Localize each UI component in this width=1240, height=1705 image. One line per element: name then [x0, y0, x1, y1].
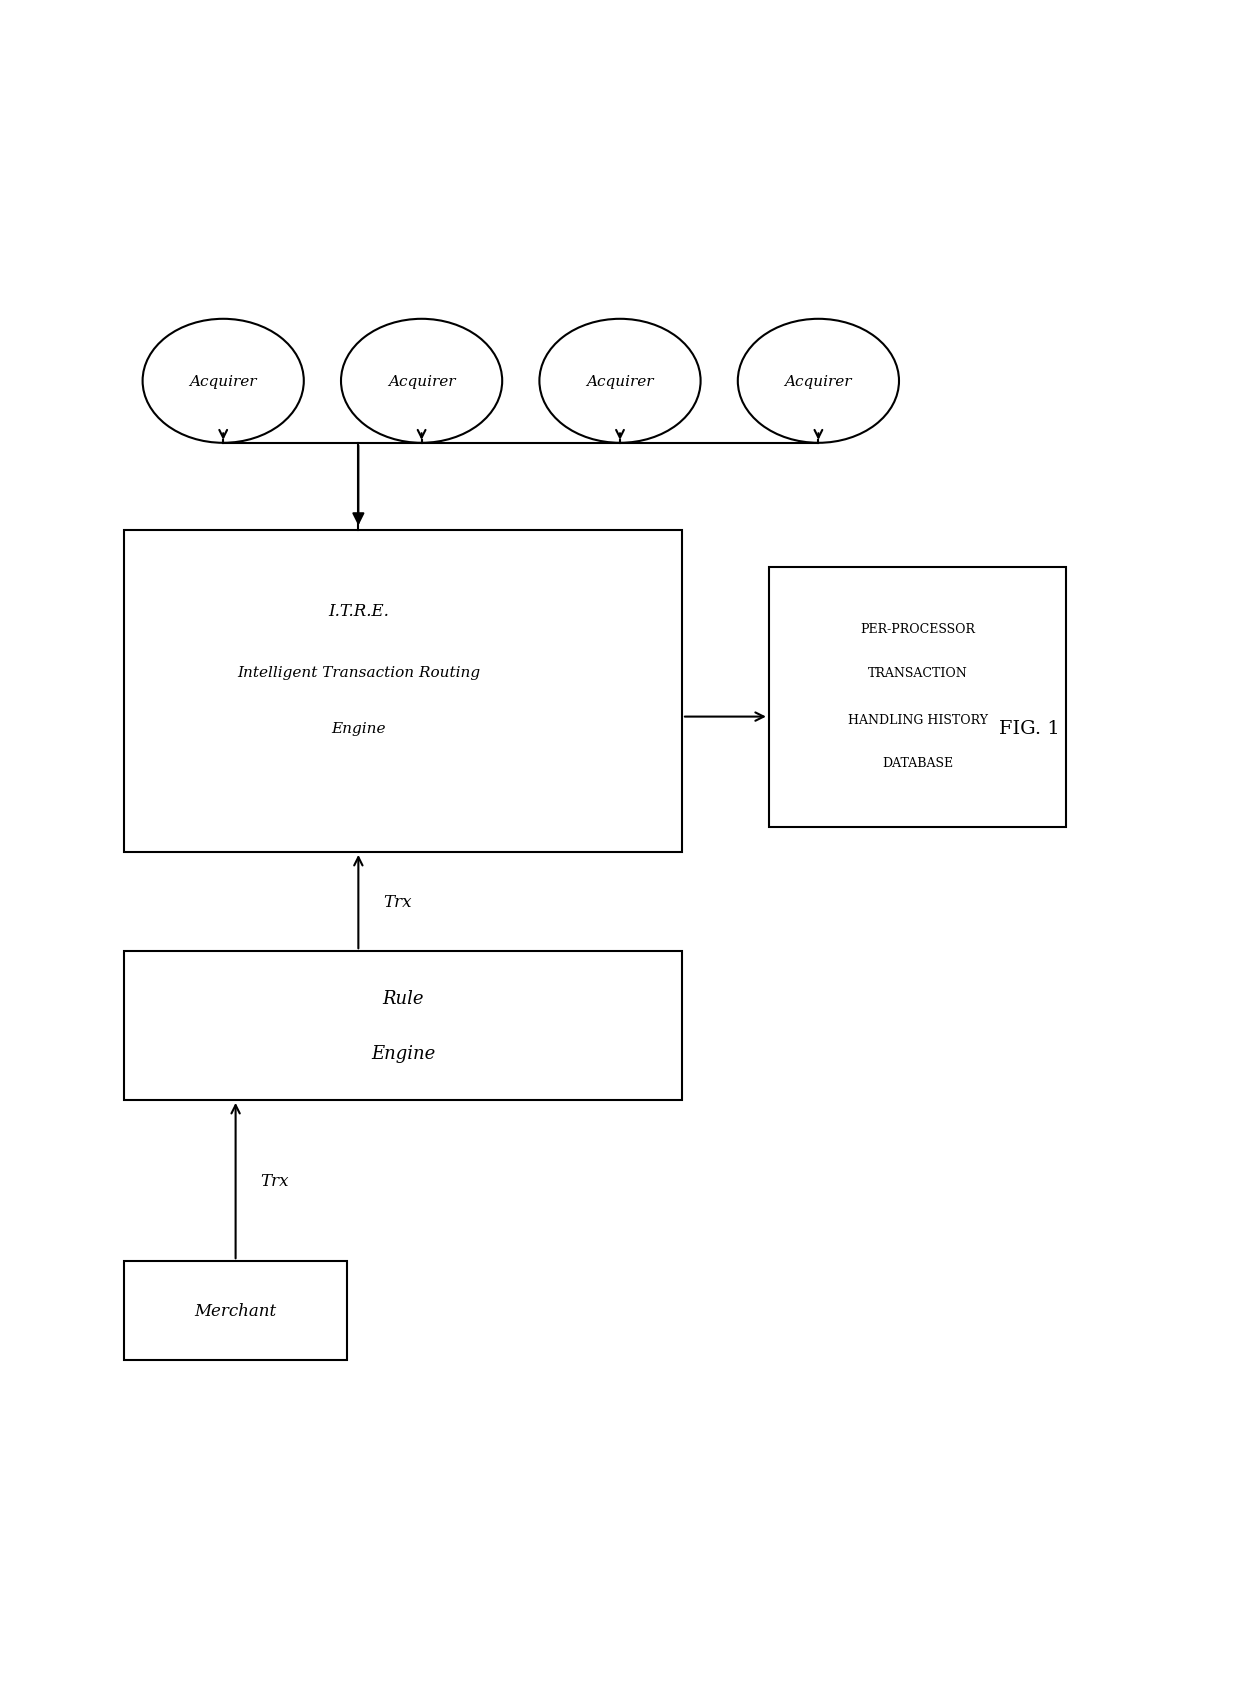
Text: HANDLING HISTORY: HANDLING HISTORY	[848, 713, 987, 726]
Text: Acquirer: Acquirer	[190, 375, 257, 389]
Text: Rule: Rule	[382, 989, 424, 1008]
Text: Acquirer: Acquirer	[388, 375, 455, 389]
Text: DATABASE: DATABASE	[882, 757, 954, 769]
Text: Trx: Trx	[260, 1173, 289, 1190]
Text: Merchant: Merchant	[195, 1303, 277, 1320]
Text: Intelligent Transaction Routing: Intelligent Transaction Routing	[237, 667, 480, 680]
Text: FIG. 1: FIG. 1	[999, 720, 1059, 738]
Text: Engine: Engine	[371, 1043, 435, 1062]
Text: Engine: Engine	[331, 721, 386, 735]
Text: Trx: Trx	[383, 893, 412, 910]
Text: I.T.R.E.: I.T.R.E.	[327, 602, 389, 619]
Text: Acquirer: Acquirer	[587, 375, 653, 389]
Text: PER-PROCESSOR: PER-PROCESSOR	[861, 622, 975, 636]
Text: TRANSACTION: TRANSACTION	[868, 667, 967, 679]
Text: Acquirer: Acquirer	[785, 375, 852, 389]
